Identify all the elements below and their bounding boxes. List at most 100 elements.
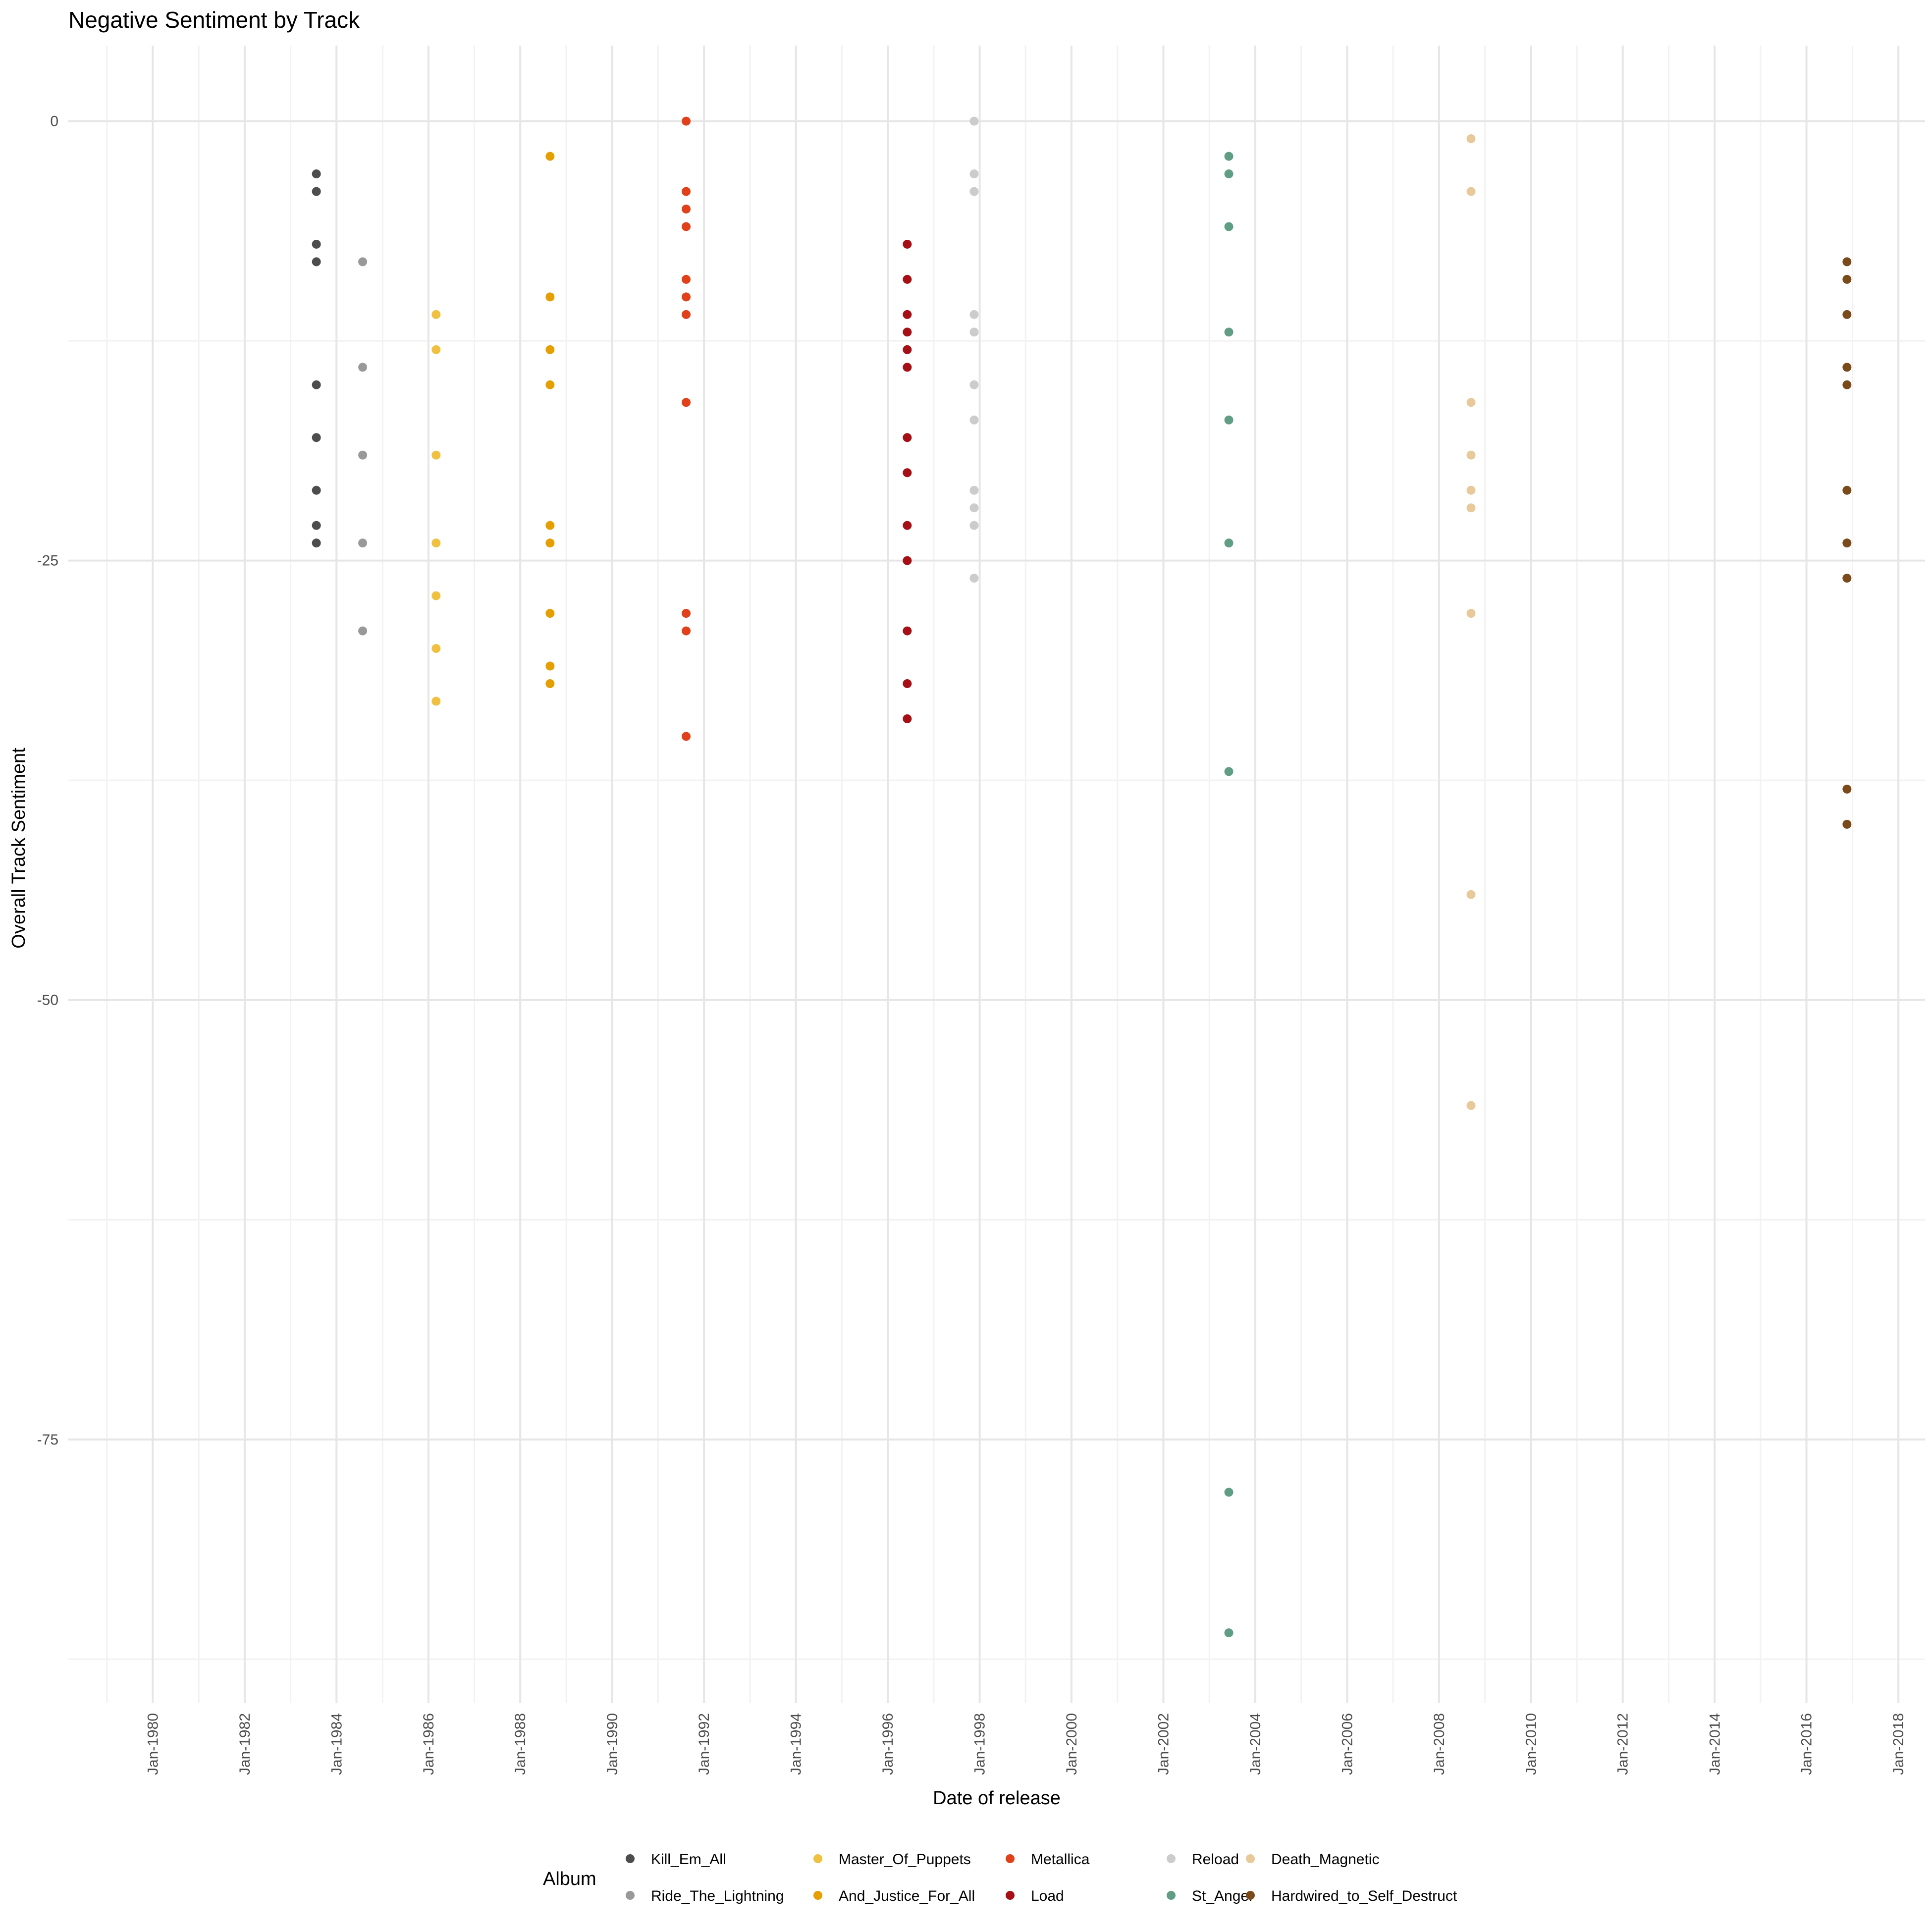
data-point <box>969 380 979 389</box>
y-tick-label: -50 <box>37 992 58 1009</box>
data-point <box>903 239 912 249</box>
x-tick-label: Jan-1998 <box>972 1713 988 1775</box>
x-tick-label: Jan-2004 <box>1247 1713 1264 1775</box>
data-point <box>903 556 912 565</box>
data-point <box>903 521 912 530</box>
data-point <box>969 503 979 513</box>
data-point <box>969 169 979 179</box>
data-point <box>1224 1488 1234 1497</box>
data-point <box>903 310 912 319</box>
data-point <box>431 591 441 600</box>
data-point <box>1466 187 1476 196</box>
data-point <box>1466 503 1476 513</box>
data-point <box>545 345 555 354</box>
data-point <box>545 380 555 389</box>
data-point <box>1224 415 1234 425</box>
data-point <box>903 327 912 337</box>
data-point <box>312 239 321 249</box>
data-point <box>1224 1628 1234 1638</box>
data-point <box>1466 450 1476 460</box>
legend: Album Kill_Em_All Ride_The_Lightning Maste… <box>543 1851 1457 1904</box>
legend-label: Metallica <box>1031 1851 1090 1868</box>
data-point <box>312 433 321 442</box>
data-point <box>545 661 555 671</box>
legend-key <box>1006 1854 1015 1863</box>
data-point <box>1466 485 1476 495</box>
data-point <box>1224 327 1234 337</box>
x-tick-label: Jan-2016 <box>1799 1713 1815 1775</box>
data-point <box>431 450 441 460</box>
x-tick-label: Jan-1980 <box>145 1713 161 1775</box>
x-tick-label: Jan-1986 <box>421 1713 437 1775</box>
data-point <box>1466 1101 1476 1110</box>
data-point <box>358 363 368 372</box>
data-point <box>1224 222 1234 231</box>
data-point <box>545 292 555 302</box>
x-axis-title: Date of release <box>933 1788 1061 1809</box>
data-point <box>1842 274 1852 284</box>
x-tick-label: Jan-2006 <box>1339 1713 1355 1775</box>
legend-key <box>626 1854 635 1863</box>
x-tick-label: Jan-2000 <box>1064 1713 1080 1775</box>
data-point <box>682 116 691 126</box>
data-point <box>1842 819 1852 829</box>
data-point <box>903 468 912 478</box>
legend-label: And_Justice_For_All <box>839 1888 975 1904</box>
minor-gridlines <box>68 46 1925 1703</box>
x-tick-label: Jan-1984 <box>328 1713 345 1775</box>
data-point <box>1842 380 1852 389</box>
data-point <box>682 609 691 618</box>
y-tick-label: -25 <box>37 553 58 569</box>
legend-title: Album <box>543 1869 596 1889</box>
data-point <box>1466 398 1476 407</box>
data-point <box>682 274 691 284</box>
data-point <box>903 679 912 689</box>
data-point <box>1466 890 1476 899</box>
legend-key <box>813 1854 822 1863</box>
data-point <box>312 187 321 196</box>
x-tick-label: Jan-1982 <box>237 1713 253 1775</box>
x-tick-label: Jan-2014 <box>1707 1713 1723 1775</box>
x-axis-tick-labels: Jan-1980 Jan-1982 Jan-1984 Jan-1986 Jan-1988… <box>145 1713 1907 1775</box>
major-gridlines <box>68 46 1925 1703</box>
data-point <box>903 363 912 372</box>
data-point <box>903 274 912 284</box>
legend-key <box>1006 1891 1015 1900</box>
legend-items: Kill_Em_All Ride_The_Lightning Master_Of_P… <box>626 1851 1457 1904</box>
data-point <box>358 257 368 267</box>
legend-key <box>813 1891 822 1900</box>
legend-key <box>626 1891 635 1900</box>
data-point <box>312 521 321 530</box>
legend-key <box>1167 1854 1176 1863</box>
data-point <box>358 626 368 636</box>
x-tick-label: Jan-2012 <box>1615 1713 1631 1775</box>
legend-label: Master_Of_Puppets <box>839 1851 971 1868</box>
data-point <box>969 415 979 425</box>
data-point <box>969 187 979 196</box>
data-point <box>1842 485 1852 495</box>
data-point <box>969 116 979 126</box>
x-tick-label: Jan-1992 <box>696 1713 712 1775</box>
data-point <box>682 310 691 319</box>
data-point <box>1466 134 1476 144</box>
data-point <box>1466 609 1476 618</box>
data-point <box>903 714 912 723</box>
data-point <box>969 574 979 583</box>
data-point <box>682 187 691 196</box>
data-point <box>545 521 555 530</box>
data-point <box>431 310 441 319</box>
x-tick-label: Jan-2018 <box>1890 1713 1907 1775</box>
data-point <box>903 433 912 442</box>
y-tick-label: -75 <box>37 1432 58 1448</box>
legend-label: St_Anger <box>1192 1888 1254 1904</box>
data-point <box>1842 574 1852 583</box>
data-point <box>1842 310 1852 319</box>
y-tick-label: 0 <box>50 113 58 130</box>
data-point <box>1224 767 1234 776</box>
data-point <box>358 450 368 460</box>
legend-key <box>1167 1891 1176 1900</box>
x-tick-label: Jan-2002 <box>1156 1713 1172 1775</box>
data-point <box>969 485 979 495</box>
legend-key <box>1246 1891 1255 1900</box>
x-tick-label: Jan-1988 <box>512 1713 529 1775</box>
